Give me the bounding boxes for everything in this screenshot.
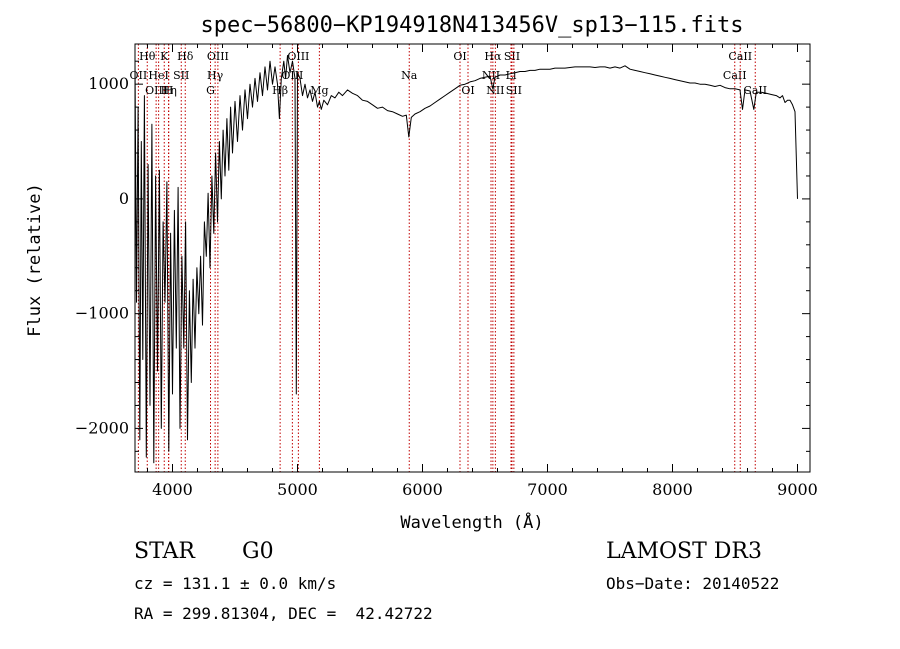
coordinates: RA = 299.81304, DEC = 42.42722: [134, 604, 433, 623]
line-marker-label-16: Na: [401, 69, 418, 82]
object-subclass: G0: [242, 539, 274, 564]
survey-name: LAMOST DR3: [606, 539, 762, 564]
line-marker-label-14: OIII: [287, 50, 309, 63]
line-marker-label-27: CaII: [743, 84, 767, 97]
line-marker-label-7: SII: [173, 69, 189, 82]
plot-frame: [134, 43, 811, 473]
line-marker-label-15: Mg: [310, 84, 328, 97]
line-marker-label-26: CaII: [728, 50, 752, 63]
line-marker-label-17: OI: [453, 50, 466, 63]
spectrum-line-0: [134, 55, 798, 464]
line-marker-label-21: NII: [486, 84, 504, 97]
line-marker-label-23: SII: [504, 50, 520, 63]
obs-date: Obs−Date: 20140522: [606, 574, 780, 593]
redshift-cz: cz = 131.1 ± 0.0 km/s: [134, 574, 337, 593]
line-marker-label-0: OII: [130, 69, 148, 82]
x-tick-label-5: 9000: [777, 480, 818, 499]
line-marker-label-20: Hα: [484, 50, 502, 63]
line-marker-label-4: K: [160, 50, 169, 63]
y-tick-label-1: 0: [119, 189, 129, 208]
line-marker-label-24: SII: [506, 84, 522, 97]
spectrum-series-layer: [134, 55, 798, 464]
line-marker-label-1: Hθ: [139, 50, 156, 63]
y-axis-label: Flux (relative): [25, 183, 45, 337]
x-axis-label: Wavelength (Å): [400, 511, 543, 533]
line-marker-label-11: OIII: [207, 50, 229, 63]
y-tick-label-0: 1000: [88, 74, 129, 93]
line-marker-label-18: OI: [461, 84, 474, 97]
line-marker-label-6: H: [164, 84, 174, 97]
x-axis-ticks: 4000 5000 6000 7000 8000 9000: [147, 44, 818, 499]
x-tick-label-2: 6000: [402, 480, 443, 499]
spectral-line-markers: OIIHθOIIIHeIKHηHSIIHδGHγOIIIHβOIIIOIIIMg…: [130, 44, 767, 472]
line-marker-label-8: Hδ: [177, 50, 194, 63]
y-tick-label-2: −1000: [75, 304, 129, 323]
y-axis-ticks: 1000 0 −1000 −2000: [75, 60, 810, 452]
x-tick-label-3: 7000: [527, 480, 568, 499]
line-marker-label-22: Li: [506, 69, 517, 82]
line-marker-label-10: Hγ: [207, 69, 224, 82]
line-marker-label-3: HeI: [148, 69, 168, 82]
y-tick-label-3: −2000: [75, 418, 129, 437]
x-tick-label-0: 4000: [152, 480, 193, 499]
line-marker-label-25: CaII: [723, 69, 747, 82]
line-marker-label-12: Hβ: [272, 84, 288, 97]
line-marker-label-2: OIII: [145, 84, 167, 97]
chart-title: spec−56800−KP194918N413456V_sp13−115.fit…: [200, 13, 743, 38]
x-tick-label-1: 5000: [277, 480, 318, 499]
x-tick-label-4: 8000: [652, 480, 693, 499]
line-marker-label-9: G: [206, 84, 215, 97]
object-class: STAR: [134, 539, 195, 564]
